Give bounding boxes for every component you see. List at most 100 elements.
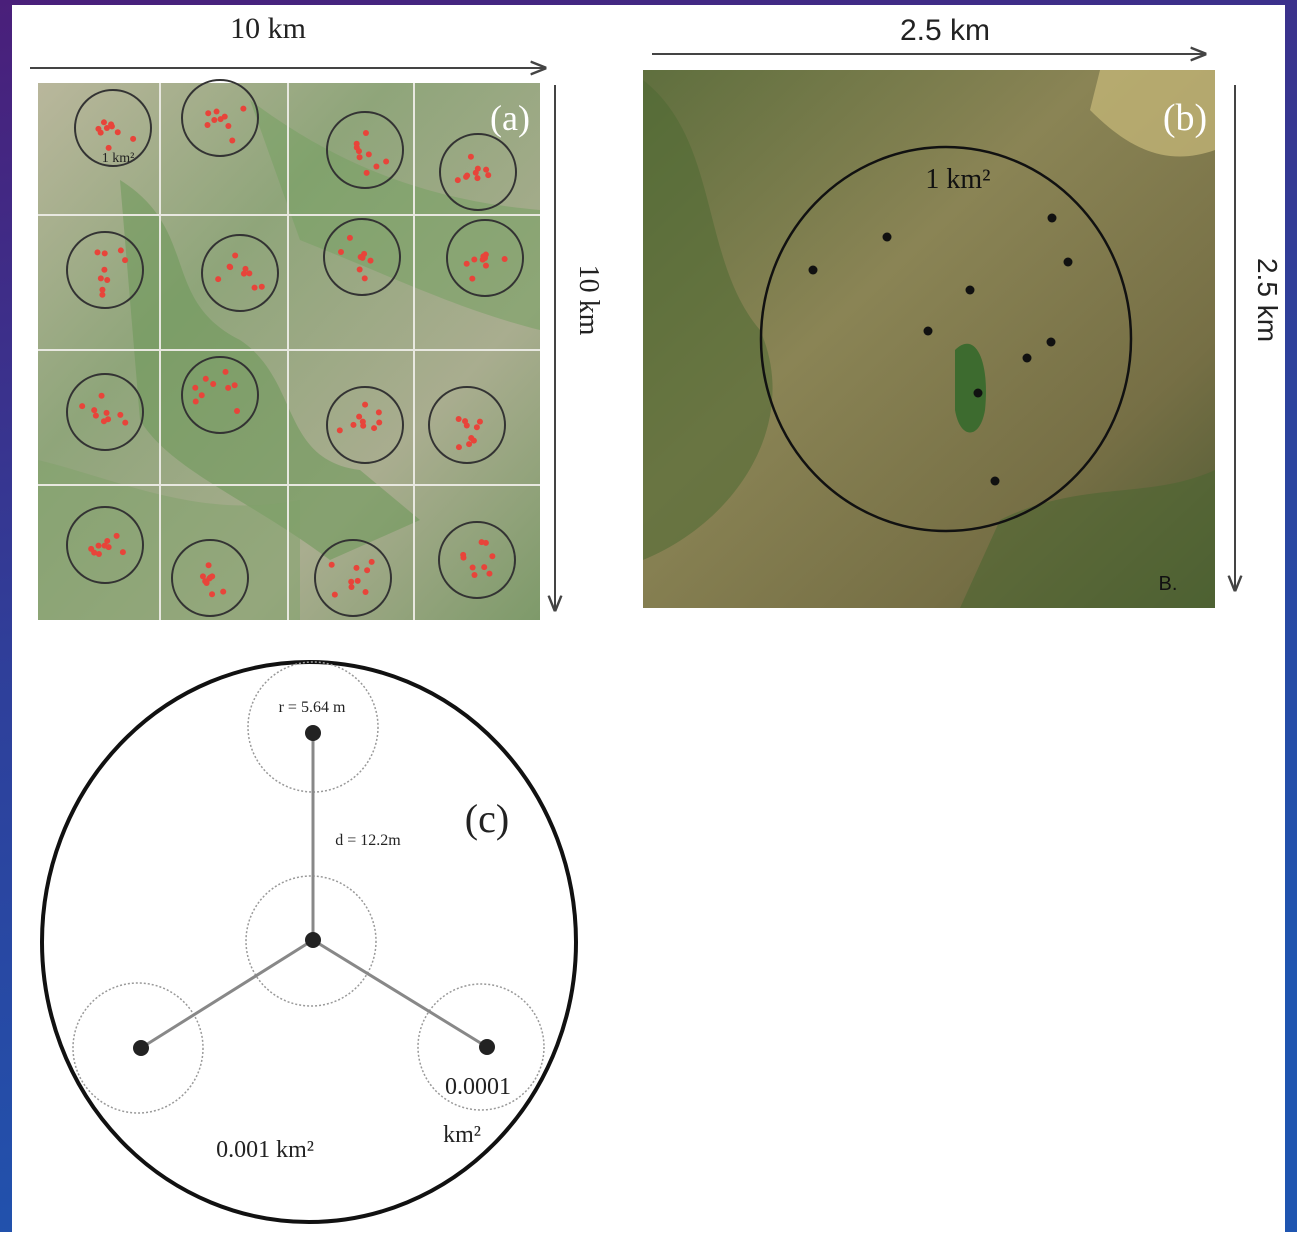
sample-point	[210, 381, 216, 387]
sample-point	[483, 167, 489, 173]
sample-point	[366, 151, 372, 157]
sample-point	[204, 580, 210, 586]
sample-point	[193, 398, 199, 404]
sample-point	[101, 267, 107, 273]
width-label: 2.5 km	[900, 14, 990, 47]
sample-point	[96, 543, 102, 549]
sample-point	[924, 327, 933, 336]
sample-point	[337, 427, 343, 433]
sample-point	[360, 419, 366, 425]
sample-point	[234, 408, 240, 414]
plot-area-label: 0.001 km²	[216, 1137, 314, 1163]
sample-point	[102, 543, 108, 549]
sample-point	[809, 266, 818, 275]
sample-point	[259, 284, 265, 290]
sample-point	[199, 392, 205, 398]
sample-point	[456, 416, 462, 422]
sample-point	[222, 114, 228, 120]
sample-point	[1048, 214, 1057, 223]
sample-point	[99, 393, 105, 399]
sample-point	[229, 137, 235, 143]
sample-point	[464, 423, 470, 429]
sample-point	[241, 271, 247, 277]
sample-point	[240, 106, 246, 112]
sample-point	[350, 422, 356, 428]
width-label: 10 km	[230, 12, 306, 45]
panel-tag: (a)	[490, 98, 530, 138]
sample-point	[466, 441, 472, 447]
subplot-area-label: km²	[443, 1122, 481, 1148]
sample-point	[475, 166, 481, 172]
radius-label: r = 5.64 m	[279, 699, 346, 716]
sample-point	[974, 389, 983, 398]
sample-point	[232, 382, 238, 388]
sample-point	[471, 438, 477, 444]
sample-point	[481, 564, 487, 570]
sample-point	[347, 235, 353, 241]
sample-point	[471, 572, 477, 578]
sample-point	[353, 565, 359, 571]
sample-point	[371, 425, 377, 431]
sample-point	[966, 286, 975, 295]
panel-b: 2.5 km 1 km² (b) B. 2.5 km	[643, 14, 1283, 608]
sample-point	[93, 413, 99, 419]
sample-point	[483, 540, 489, 546]
sample-point	[79, 403, 85, 409]
sample-point	[356, 148, 362, 154]
sample-point	[338, 249, 344, 255]
sample-point	[1064, 258, 1073, 267]
sample-point	[203, 376, 209, 382]
sample-point	[211, 117, 217, 123]
sample-point	[355, 578, 361, 584]
sample-point	[98, 275, 104, 281]
sample-point	[118, 247, 124, 253]
sample-point	[104, 410, 110, 416]
sample-point	[464, 261, 470, 267]
sample-point	[105, 416, 111, 422]
sample-point	[991, 477, 1000, 486]
slide: 10 km (a) 1 km² 10 km 2.5 km 1 km² (b) B…	[0, 0, 1297, 1232]
sample-point	[376, 409, 382, 415]
sample-point	[117, 412, 123, 418]
sample-point	[363, 589, 369, 595]
sample-point	[220, 589, 226, 595]
height-label: 10 km	[573, 265, 604, 336]
sample-point	[486, 571, 492, 577]
sample-point	[122, 257, 128, 263]
sample-point	[104, 277, 110, 283]
sample-point	[373, 164, 379, 170]
sample-point	[232, 253, 238, 259]
sample-point	[192, 385, 198, 391]
panel-tag: (b)	[1163, 97, 1207, 139]
sample-point	[94, 249, 100, 255]
sample-point	[227, 264, 233, 270]
sample-point	[215, 276, 221, 282]
sample-point	[383, 159, 389, 165]
sample-point	[91, 407, 97, 413]
sample-point	[480, 257, 486, 263]
sample-point	[225, 385, 231, 391]
sample-point	[205, 110, 211, 116]
sample-point	[455, 177, 461, 183]
sample-point	[99, 292, 105, 298]
sample-point	[348, 579, 354, 585]
sample-point	[468, 154, 474, 160]
sample-point	[376, 420, 382, 426]
sample-point	[200, 573, 206, 579]
sample-point	[464, 172, 470, 178]
sample-point	[223, 369, 229, 375]
sample-point	[363, 130, 369, 136]
sample-point	[364, 170, 370, 176]
sample-point	[332, 592, 338, 598]
area-label: 1 km²	[102, 151, 135, 166]
sample-point	[470, 565, 476, 571]
corner-label: B.	[1159, 573, 1178, 595]
sample-point	[474, 175, 480, 181]
sample-point	[1047, 338, 1056, 347]
sample-point	[329, 562, 335, 568]
sample-point	[883, 233, 892, 242]
height-label: 2.5 km	[1252, 258, 1283, 342]
panel-a: 10 km (a) 1 km² 10 km	[30, 12, 604, 620]
sample-point	[252, 285, 258, 291]
sample-point	[474, 424, 480, 430]
